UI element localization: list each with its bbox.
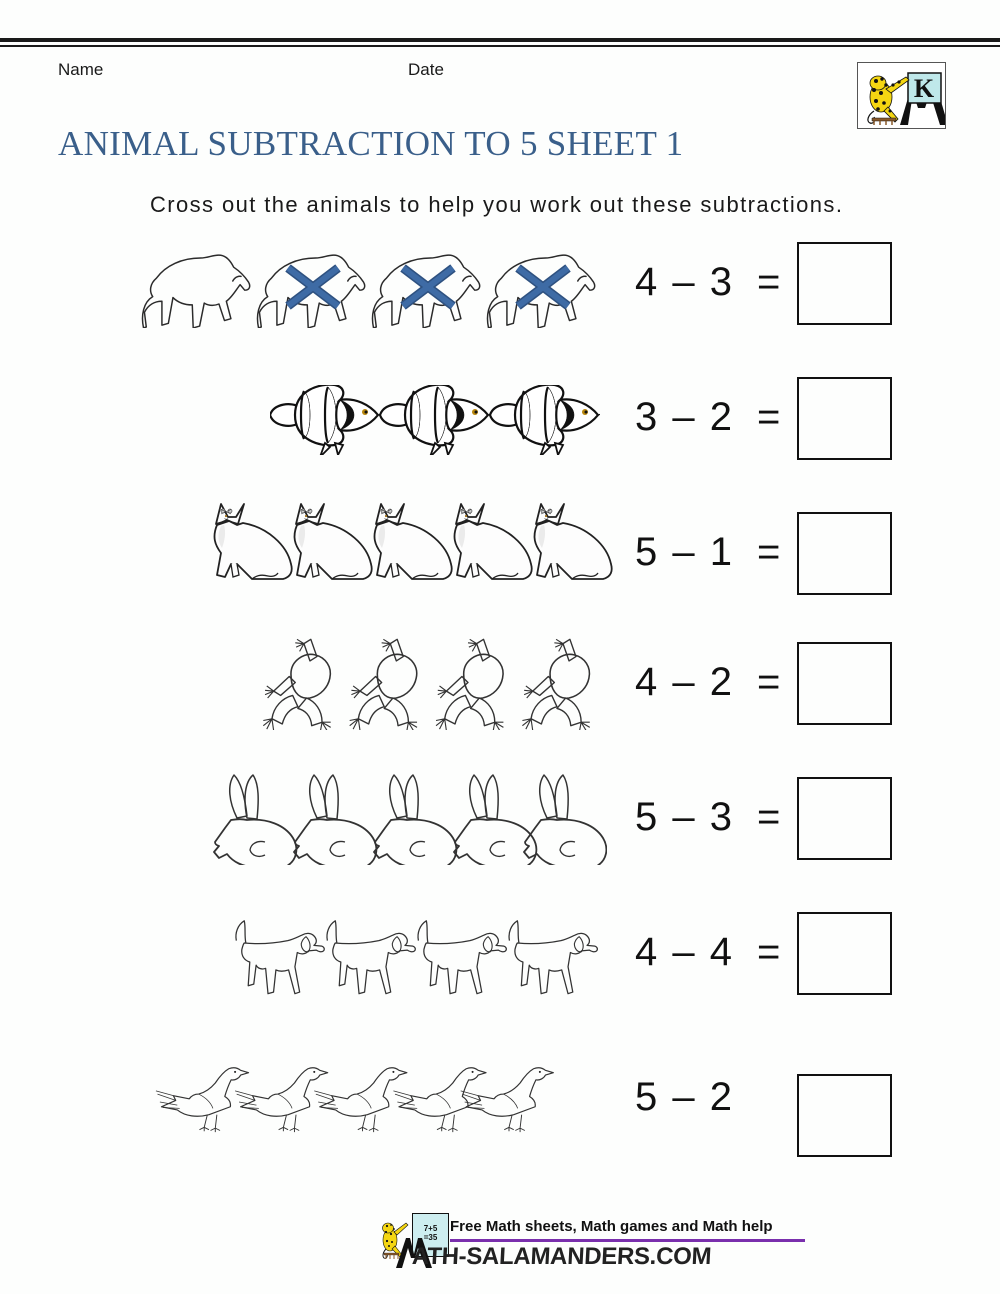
- svg-text:K: K: [914, 74, 935, 103]
